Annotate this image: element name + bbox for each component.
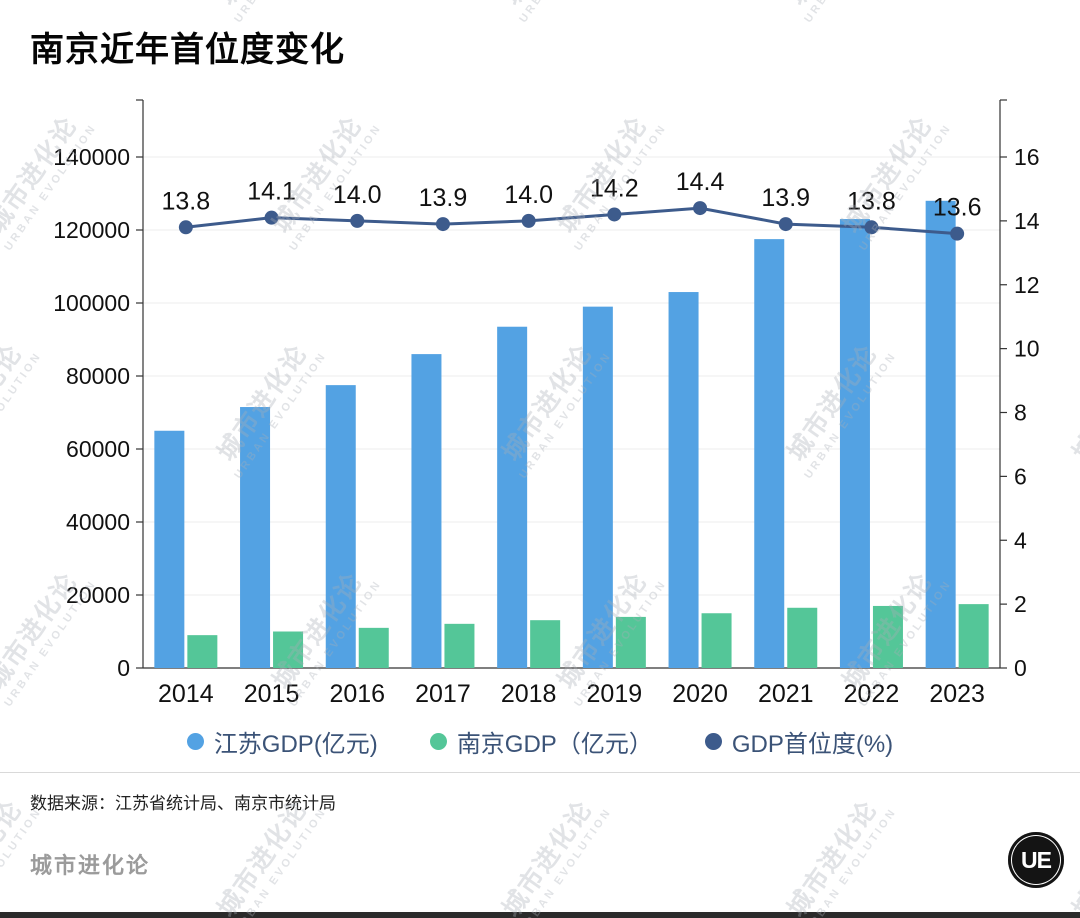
right-axis-tick-label: 16 xyxy=(1014,144,1040,170)
x-axis-label: 2023 xyxy=(929,680,985,708)
legend-label: GDP首位度(%) xyxy=(731,731,894,758)
primacy-dot-2020 xyxy=(693,201,708,216)
x-axis-label: 2022 xyxy=(844,680,900,708)
divider-line xyxy=(0,772,1080,773)
legend-swatch-icon xyxy=(704,733,722,750)
bar-nanjing-gdp-2023 xyxy=(958,604,989,668)
bar-jiangsu-gdp-2018 xyxy=(497,326,528,668)
chart-legend: 江苏GDP(亿元) 南京GDP（亿元） GDP首位度(%) xyxy=(0,724,1080,759)
primacy-dot-2023 xyxy=(950,226,965,241)
right-axis-tick-label: 8 xyxy=(1014,400,1027,426)
bar-jiangsu-gdp-2015 xyxy=(240,407,271,668)
x-axis-label: 2019 xyxy=(587,680,643,708)
primacy-dot-2021 xyxy=(778,217,793,232)
bar-nanjing-gdp-2014 xyxy=(187,635,218,668)
bar-jiangsu-gdp-2022 xyxy=(839,219,870,669)
primacy-value-label: 13.9 xyxy=(419,184,468,212)
right-axis-tick-label: 10 xyxy=(1014,336,1040,362)
right-axis-tick-label: 4 xyxy=(1014,527,1027,553)
legend-item-1: 南京GDP（亿元） xyxy=(429,724,653,759)
left-axis-tick-label: 40000 xyxy=(66,509,130,535)
bar-jiangsu-gdp-2021 xyxy=(754,239,785,668)
x-axis-label: 2018 xyxy=(501,680,557,708)
primacy-value-label: 14.4 xyxy=(676,168,725,196)
left-axis-tick-label: 80000 xyxy=(66,363,130,389)
bar-nanjing-gdp-2015 xyxy=(273,631,304,668)
bar-nanjing-gdp-2020 xyxy=(701,613,732,668)
ue-logo: UE xyxy=(1008,832,1064,888)
primacy-line xyxy=(185,206,958,236)
brand-name: 城市进化论 xyxy=(30,853,151,878)
x-axis-label: 2017 xyxy=(415,680,471,708)
legend-swatch-icon xyxy=(186,733,204,750)
primacy-dot-2014 xyxy=(178,220,193,235)
right-axis-tick-label: 12 xyxy=(1014,272,1040,298)
primacy-dot-2016 xyxy=(350,213,365,228)
legend-label: 南京GDP（亿元） xyxy=(456,731,653,758)
primacy-value-label: 14.0 xyxy=(504,181,553,209)
x-axis-label: 2020 xyxy=(672,680,728,708)
legend-item-2: GDP首位度(%) xyxy=(704,724,894,759)
right-axis-tick-label: 2 xyxy=(1014,591,1027,617)
bar-jiangsu-gdp-2023 xyxy=(925,200,956,669)
chart-title: 南京近年首位度变化 xyxy=(30,31,345,69)
bar-jiangsu-gdp-2016 xyxy=(325,385,356,668)
primacy-value-label: 13.8 xyxy=(847,187,896,215)
data-source-note: 数据来源：江苏省统计局、南京市统计局 xyxy=(30,794,336,813)
right-axis-tick-label: 0 xyxy=(1014,655,1027,681)
bar-nanjing-gdp-2019 xyxy=(615,616,646,668)
bar-jiangsu-gdp-2019 xyxy=(582,306,613,668)
bar-jiangsu-gdp-2017 xyxy=(411,354,442,668)
primacy-value-label: 14.0 xyxy=(333,181,382,209)
bar-nanjing-gdp-2016 xyxy=(358,627,389,668)
bar-nanjing-gdp-2022 xyxy=(872,605,903,668)
primacy-value-label: 13.9 xyxy=(761,184,810,212)
x-axis-label: 2021 xyxy=(758,680,814,708)
x-axis-label: 2014 xyxy=(158,680,214,708)
x-axis-label: 2015 xyxy=(244,680,300,708)
left-axis-tick-label: 60000 xyxy=(66,436,130,462)
primacy-value-label: 13.8 xyxy=(162,187,211,215)
bottom-edge-bar xyxy=(0,912,1080,918)
legend-item-0: 江苏GDP(亿元) xyxy=(186,724,378,759)
ue-logo-text: UE xyxy=(1021,846,1052,873)
primacy-dot-2015 xyxy=(264,210,279,225)
left-axis-tick-label: 140000 xyxy=(53,144,130,170)
right-axis-tick-label: 14 xyxy=(1014,208,1040,234)
bar-nanjing-gdp-2021 xyxy=(787,607,818,668)
primacy-value-label: 13.6 xyxy=(933,194,982,222)
bar-jiangsu-gdp-2020 xyxy=(668,292,699,668)
primacy-dot-2018 xyxy=(521,213,536,228)
primacy-dot-2017 xyxy=(435,217,450,232)
primacy-dot-2022 xyxy=(864,220,879,235)
primacy-dot-2019 xyxy=(607,207,622,222)
left-axis-tick-label: 0 xyxy=(117,655,130,681)
bar-nanjing-gdp-2017 xyxy=(444,623,475,668)
bar-jiangsu-gdp-2014 xyxy=(154,430,185,668)
primacy-value-label: 14.1 xyxy=(247,178,296,206)
legend-swatch-icon xyxy=(429,733,447,750)
legend-label: 江苏GDP(亿元) xyxy=(213,731,378,758)
bar-nanjing-gdp-2018 xyxy=(530,620,561,668)
right-axis-tick-label: 6 xyxy=(1014,463,1027,489)
left-axis-tick-label: 20000 xyxy=(66,582,130,608)
x-axis-label: 2016 xyxy=(329,680,385,708)
left-axis-tick-label: 120000 xyxy=(53,217,130,243)
left-axis-tick-label: 100000 xyxy=(53,290,130,316)
primacy-value-label: 14.2 xyxy=(590,174,639,202)
